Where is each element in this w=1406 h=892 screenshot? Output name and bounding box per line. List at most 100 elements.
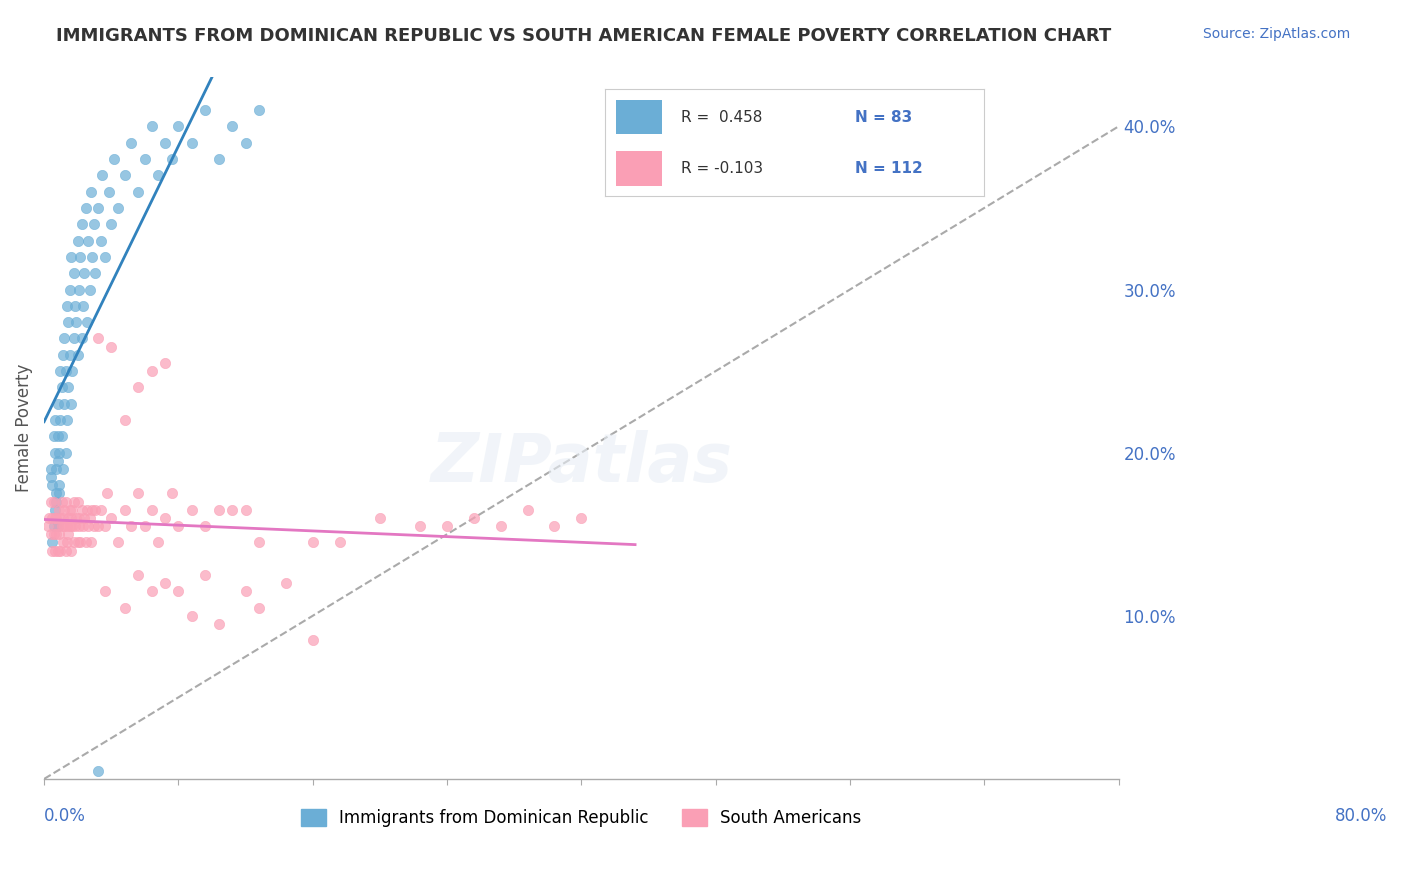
- Point: [55, 543, 77, 558]
- Point: [93, 250, 115, 264]
- Point: [42, 527, 65, 541]
- Point: [80, 535, 103, 549]
- Point: [89, 234, 111, 248]
- Point: [62, 331, 84, 345]
- Point: [45, 494, 67, 508]
- Y-axis label: Female Poverty: Female Poverty: [15, 364, 32, 492]
- Point: [153, 576, 176, 591]
- Point: [59, 250, 82, 264]
- Point: [46, 519, 69, 533]
- Point: [77, 234, 100, 248]
- Point: [114, 169, 136, 183]
- Point: [194, 519, 217, 533]
- Point: [87, 519, 110, 533]
- Point: [141, 364, 163, 378]
- Point: [235, 502, 257, 516]
- Point: [83, 519, 105, 533]
- Point: [52, 511, 75, 525]
- Point: [79, 283, 101, 297]
- Point: [52, 535, 75, 549]
- Point: [45, 527, 67, 541]
- Point: [329, 535, 352, 549]
- Text: ZIPatlas: ZIPatlas: [430, 430, 733, 496]
- Point: [59, 348, 82, 362]
- Point: [114, 502, 136, 516]
- Point: [301, 535, 323, 549]
- FancyBboxPatch shape: [616, 152, 662, 186]
- Point: [180, 136, 202, 150]
- Point: [45, 486, 67, 500]
- Point: [463, 511, 485, 525]
- Point: [59, 511, 82, 525]
- Point: [516, 502, 538, 516]
- Point: [48, 445, 70, 459]
- Point: [49, 511, 72, 525]
- Point: [489, 519, 512, 533]
- Point: [51, 429, 73, 443]
- Point: [221, 502, 243, 516]
- Point: [51, 494, 73, 508]
- Point: [75, 535, 97, 549]
- Point: [93, 584, 115, 599]
- Point: [53, 519, 76, 533]
- Point: [56, 413, 79, 427]
- Point: [90, 169, 112, 183]
- Point: [37, 519, 59, 533]
- Point: [49, 364, 72, 378]
- Point: [41, 535, 63, 549]
- Point: [39, 494, 62, 508]
- Point: [180, 608, 202, 623]
- Point: [39, 470, 62, 484]
- Point: [569, 511, 592, 525]
- Point: [114, 600, 136, 615]
- Text: N = 112: N = 112: [855, 161, 922, 176]
- Text: R =  0.458: R = 0.458: [681, 110, 762, 125]
- Point: [127, 185, 149, 199]
- Point: [60, 364, 83, 378]
- Point: [41, 478, 63, 492]
- Point: [67, 511, 90, 525]
- Point: [58, 511, 80, 525]
- Point: [44, 445, 66, 459]
- Point: [148, 535, 170, 549]
- Point: [66, 535, 89, 549]
- Point: [100, 217, 122, 231]
- Point: [83, 217, 105, 231]
- Point: [72, 299, 94, 313]
- Point: [76, 502, 98, 516]
- Point: [66, 494, 89, 508]
- Point: [127, 486, 149, 500]
- Point: [53, 397, 76, 411]
- Point: [51, 519, 73, 533]
- Point: [53, 331, 76, 345]
- Point: [127, 380, 149, 394]
- Point: [69, 250, 91, 264]
- Point: [51, 380, 73, 394]
- Point: [52, 462, 75, 476]
- Point: [167, 584, 190, 599]
- Point: [42, 429, 65, 443]
- Point: [67, 283, 90, 297]
- Point: [167, 519, 190, 533]
- Point: [70, 331, 93, 345]
- Point: [53, 502, 76, 516]
- Point: [79, 511, 101, 525]
- Point: [58, 315, 80, 329]
- Point: [153, 356, 176, 370]
- Point: [221, 120, 243, 134]
- Point: [89, 502, 111, 516]
- Point: [46, 429, 69, 443]
- Point: [103, 152, 125, 166]
- Point: [56, 519, 79, 533]
- Point: [69, 535, 91, 549]
- Point: [208, 152, 231, 166]
- Point: [153, 511, 176, 525]
- Point: [82, 250, 104, 264]
- Point: [65, 315, 87, 329]
- Point: [55, 364, 77, 378]
- Point: [127, 568, 149, 582]
- Point: [409, 519, 432, 533]
- Point: [42, 494, 65, 508]
- Text: 0.0%: 0.0%: [44, 807, 86, 825]
- Point: [48, 486, 70, 500]
